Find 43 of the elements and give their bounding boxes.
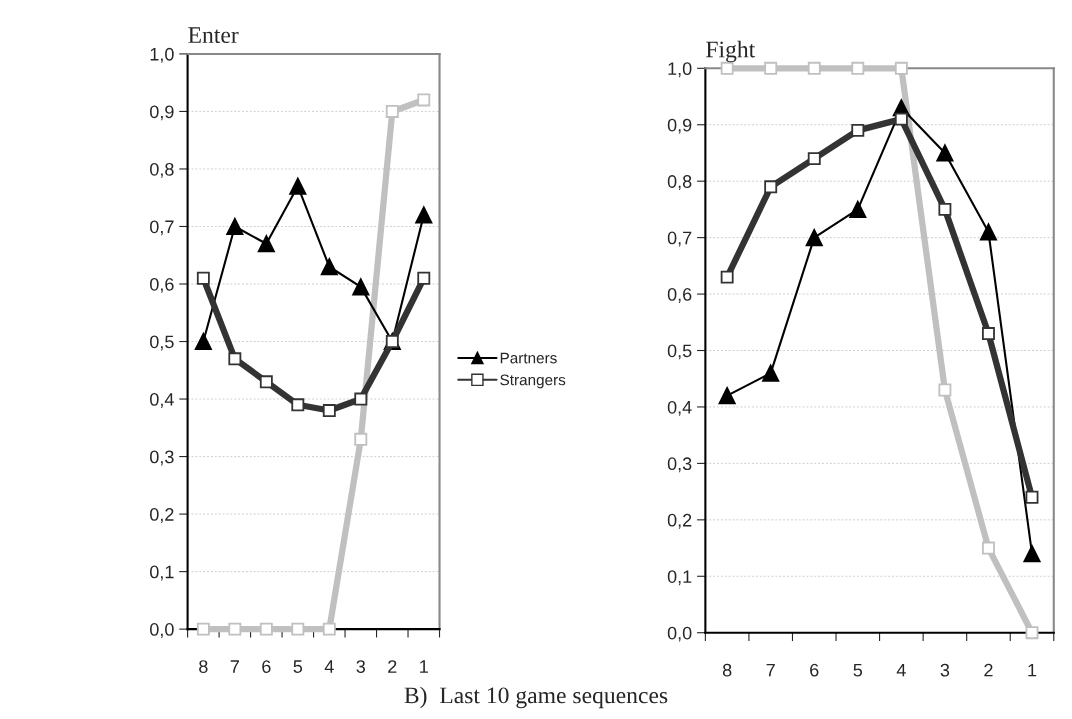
x-tick-label: 3 — [356, 660, 366, 673]
y-tick-label: 0,0 — [150, 623, 174, 638]
x-tick-label: 4 — [324, 660, 334, 673]
y-tick-label: 1,0 — [150, 47, 174, 63]
x-tick-label: 7 — [230, 660, 239, 673]
y-tick-label: 0,2 — [150, 508, 174, 523]
x-tick-label: 5 — [293, 660, 303, 673]
y-tick-label: 0,6 — [667, 288, 692, 303]
y-tick-label: 0,3 — [667, 457, 692, 473]
x-tick-label: 2 — [984, 663, 993, 677]
x-tick-label: 6 — [810, 663, 819, 677]
x-tick-label: 6 — [262, 660, 271, 673]
y-tick-label: 0,3 — [150, 450, 174, 466]
y-tick-label: 1,0 — [668, 62, 692, 78]
x-tick-label: 2 — [388, 660, 397, 673]
x-tick-label: 8 — [199, 660, 208, 673]
x-tick-label: 7 — [766, 663, 775, 677]
legend-label: Strangers — [500, 374, 566, 389]
text: B) Last 10 game sequences — [404, 686, 668, 709]
y-tick-label: 0,4 — [667, 400, 692, 416]
y-tick-label: 0,9 — [150, 105, 174, 121]
x-tick-label: 4 — [896, 663, 906, 677]
y-tick-label: 0,2 — [667, 513, 692, 529]
y-tick-label: 0,7 — [667, 231, 692, 247]
y-tick-label: 0,6 — [150, 277, 174, 293]
legend-label: Partners — [500, 352, 557, 364]
y-tick-label: 0,8 — [150, 162, 174, 178]
y-tick-label: 0,1 — [150, 565, 174, 581]
x-tick-label: 8 — [722, 663, 732, 677]
y-tick-label: 0,9 — [667, 118, 692, 134]
y-tick-label: 0,0 — [667, 626, 692, 642]
x-tick-label: 1 — [420, 660, 428, 673]
chart-title: Enter — [188, 27, 239, 44]
y-tick-label: 0,8 — [667, 175, 692, 191]
x-tick-label: 1 — [1028, 663, 1037, 677]
y-tick-label: 0,5 — [667, 344, 692, 360]
y-tick-label: 0,4 — [150, 392, 174, 408]
x-tick-label: 3 — [940, 663, 950, 677]
y-tick-label: 0,7 — [150, 220, 174, 236]
y-tick-label: 0,5 — [150, 335, 174, 351]
y-tick-label: 0,1 — [667, 570, 692, 586]
chart-title: Fight — [706, 40, 756, 63]
x-tick-label: 5 — [853, 663, 863, 677]
